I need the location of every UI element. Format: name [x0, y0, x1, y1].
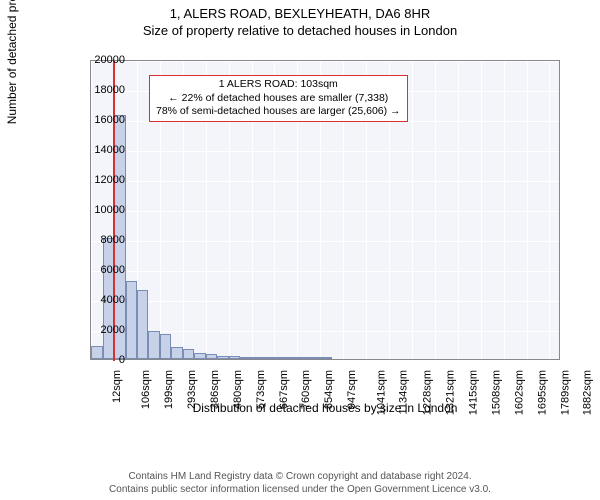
- grid-line-v: [549, 61, 550, 359]
- histogram-bar: [229, 356, 241, 359]
- grid-line-h: [91, 301, 559, 302]
- histogram-bar: [137, 290, 149, 359]
- xtick-label: 106sqm: [140, 370, 152, 409]
- histogram-bar: [206, 354, 218, 359]
- grid-line-h: [91, 61, 559, 62]
- grid-line-v: [527, 61, 528, 359]
- xtick-label: 1041sqm: [376, 370, 388, 415]
- xtick-label: 1321sqm: [444, 370, 456, 415]
- grid-line-v: [481, 61, 482, 359]
- xtick-label: 573sqm: [255, 370, 267, 409]
- footer-line-2: Contains public sector information licen…: [0, 484, 600, 497]
- grid-line-h: [91, 151, 559, 152]
- annotation-text: ← 22% of detached houses are smaller (7,…: [156, 92, 401, 106]
- grid-line-h: [91, 181, 559, 182]
- footer-line-1: Contains HM Land Registry data © Crown c…: [0, 471, 600, 484]
- histogram-bar: [126, 281, 138, 359]
- histogram-bar: [217, 356, 229, 359]
- histogram-bar: [274, 357, 286, 359]
- xtick-label: 386sqm: [209, 370, 221, 409]
- xtick-label: 1695sqm: [536, 370, 548, 415]
- xtick-label: 1415sqm: [467, 370, 479, 415]
- xtick-label: 480sqm: [232, 370, 244, 409]
- ytick-label: 16000: [85, 114, 125, 126]
- xtick-label: 667sqm: [278, 370, 290, 409]
- histogram-bar: [148, 331, 160, 360]
- xtick-label: 1228sqm: [421, 370, 433, 415]
- ytick-label: 14000: [85, 144, 125, 156]
- histogram-bar: [160, 334, 172, 360]
- grid-line-h: [91, 331, 559, 332]
- footer: Contains HM Land Registry data © Crown c…: [0, 471, 600, 496]
- grid-line-h: [91, 241, 559, 242]
- ytick-label: 4000: [85, 294, 125, 306]
- histogram-bar: [320, 357, 332, 359]
- grid-line-h: [91, 271, 559, 272]
- xtick-label: 199sqm: [163, 370, 175, 409]
- grid-line-v: [504, 61, 505, 359]
- y-axis-label: Number of detached properties: [5, 0, 19, 124]
- ytick-label: 2000: [85, 324, 125, 336]
- plot-area: Distribution of detached houses by size …: [90, 60, 560, 360]
- xtick-label: 1508sqm: [490, 370, 502, 415]
- histogram-bar: [171, 347, 183, 359]
- ytick-label: 10000: [85, 204, 125, 216]
- xtick-label: 1134sqm: [398, 370, 410, 414]
- annotation-text: 1 ALERS ROAD: 103sqm: [156, 78, 401, 92]
- xtick-label: 854sqm: [324, 370, 336, 409]
- annotation-text: 78% of semi-detached houses are larger (…: [156, 105, 401, 119]
- grid-line-v: [412, 61, 413, 359]
- histogram-bar: [252, 357, 264, 359]
- annotation-box: 1 ALERS ROAD: 103sqm← 22% of detached ho…: [149, 75, 408, 122]
- ytick-label: 6000: [85, 264, 125, 276]
- xtick-label: 760sqm: [301, 370, 313, 409]
- histogram-bar: [240, 357, 252, 359]
- ytick-label: 12000: [85, 174, 125, 186]
- xtick-label: 1882sqm: [582, 370, 594, 415]
- ytick-label: 18000: [85, 84, 125, 96]
- histogram-bar: [309, 357, 321, 359]
- grid-line-v: [435, 61, 436, 359]
- ytick-label: 8000: [85, 234, 125, 246]
- subtitle-line: Size of property relative to detached ho…: [0, 23, 600, 38]
- grid-line-h: [91, 211, 559, 212]
- grid-line-v: [458, 61, 459, 359]
- ytick-label: 0: [85, 354, 125, 366]
- xtick-label: 293sqm: [186, 370, 198, 409]
- address-line: 1, ALERS ROAD, BEXLEYHEATH, DA6 8HR: [0, 6, 600, 21]
- xtick-label: 947sqm: [346, 370, 358, 409]
- chart-container: Number of detached properties Distributi…: [60, 50, 570, 420]
- histogram-bar: [263, 357, 275, 359]
- histogram-bar: [297, 357, 309, 359]
- xtick-label: 1602sqm: [513, 370, 525, 415]
- xtick-label: 12sqm: [111, 370, 123, 403]
- histogram-bar: [286, 357, 298, 359]
- histogram-bar: [194, 353, 206, 359]
- histogram-bar: [183, 349, 195, 360]
- ytick-label: 20000: [85, 54, 125, 66]
- xtick-label: 1789sqm: [559, 370, 571, 415]
- grid-line-h: [91, 361, 559, 362]
